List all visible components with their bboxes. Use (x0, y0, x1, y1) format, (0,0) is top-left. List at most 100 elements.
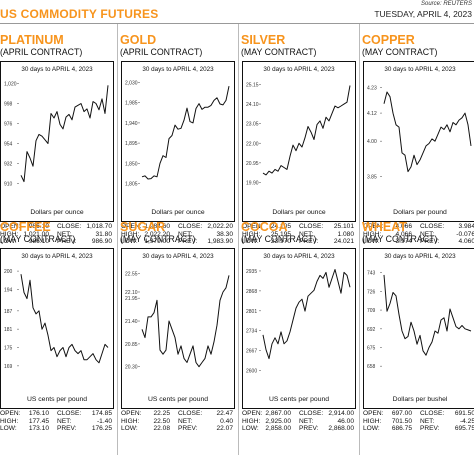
y-unit-label: Dollars per pound (393, 209, 447, 216)
stat-value: 2,858.00 (265, 425, 291, 433)
y-tick-label: 998 (4, 101, 13, 107)
stat-label: HIGH: (242, 417, 261, 425)
y-unit-label: Dollars per ounce (30, 209, 83, 216)
stat-label: CLOSE: (57, 410, 82, 417)
stats-row: LOW: 173.10 PREV: 176.25 (0, 425, 112, 433)
stat-value: 697.00 (391, 410, 412, 417)
stat-value: 38.30 (216, 230, 233, 238)
price-line (141, 85, 230, 180)
chart-frame: 30 days to APRIL 4, 2023 169 175 181 187 194 2… (0, 248, 114, 409)
stat-value: 24.021 (333, 238, 354, 246)
stat-value: 695.75 (454, 425, 474, 433)
commodity-name: WHEAT (362, 220, 407, 234)
y-tick-label: 21.95 (125, 296, 138, 302)
y-tick-label: 675 (367, 346, 376, 352)
stat-label: NET: (299, 230, 314, 238)
stats-table: OPEN: 24.105 CLOSE: 25.101 HIGH: 25.195 NET: 1.… (242, 223, 354, 246)
stat-label: OPEN: (242, 223, 263, 230)
stats-table: OPEN: 986.10 CLOSE: 1,018.70 HIGH: 1,021.00 NE… (0, 223, 112, 246)
y-tick-label: 692 (367, 327, 376, 333)
y-tick-label: 22.55 (125, 271, 138, 277)
panel-silver: SILVER (MAY CONTRACT) 30 days to APRIL 4, … (241, 34, 360, 246)
y-tick-label: 200 (4, 269, 13, 275)
stat-value: 173.10 (28, 425, 49, 433)
stat-label: OPEN: (121, 223, 142, 230)
chart-frame: 30 days to APRIL 4, 2023 20.30 20.85 21.40 2… (121, 248, 235, 409)
contract-label: (MAY CONTRACT) (0, 234, 76, 244)
stat-value: 25.195 (270, 230, 291, 238)
chart-title: 30 days to APRIL 4, 2023 (21, 253, 93, 260)
stat-label: OPEN: (0, 223, 21, 230)
price-line (20, 85, 109, 183)
stat-value: 1,983.90 (207, 238, 233, 246)
y-tick-label: 976 (4, 121, 13, 127)
y-tick-label: 4.23 (367, 85, 377, 91)
y-tick-label: 19.90 (246, 180, 259, 186)
y-unit-label: US cents per pound (148, 396, 208, 403)
y-tick-label: 20.85 (125, 342, 138, 348)
stats-row: OPEN: 2,867.00 CLOSE: 2,914.00 (242, 410, 354, 418)
stats-row: HIGH: 25.195 NET: 1.080 (242, 231, 354, 239)
stat-value: 2,022.20 (144, 230, 170, 238)
commodity-name: PLATINUM (0, 33, 64, 47)
stat-value: 986.10 (28, 238, 49, 246)
stat-value: 4.066 (395, 230, 412, 238)
stat-label: HIGH: (363, 230, 382, 238)
stat-label: CLOSE: (57, 223, 82, 230)
y-unit-label: US cents per pound (269, 396, 329, 403)
stat-value: 986.90 (91, 238, 112, 246)
chart-title: 30 days to APRIL 4, 2023 (384, 253, 456, 260)
chart-copper: 30 days to APRIL 4, 2023 3.85 4.00 4.12 4.23… (367, 66, 472, 216)
stat-value: 24.105 (270, 223, 291, 230)
stat-label: NET: (420, 230, 435, 238)
stat-value: 2,868.00 (328, 425, 354, 433)
y-unit-label: Dollars per ounce (151, 209, 204, 216)
stats-row: HIGH: 22.50 NET: 0.40 (121, 418, 233, 426)
stat-label: CLOSE: (299, 223, 324, 230)
stat-label: PREV: (420, 425, 440, 433)
chart-gold: 30 days to APRIL 4, 2023 1,805 1,850 1,895 1… (125, 66, 230, 216)
contract-label: (MAY CONTRACT) (362, 234, 438, 244)
stat-label: PREV: (57, 238, 77, 246)
stat-value: 176.10 (28, 410, 49, 417)
stats-row: HIGH: 4.066 NET: -0.076 (363, 231, 474, 239)
y-tick-label: 22.10 (125, 290, 138, 296)
source-credit: Source: REUTERS (420, 1, 472, 7)
stat-label: PREV: (178, 238, 198, 246)
stats-row: LOW: 986.10 PREV: 986.90 (0, 238, 112, 246)
column-divider (117, 24, 118, 455)
y-tick-label: 194 (4, 287, 13, 293)
stat-value: -0.076 (456, 230, 474, 238)
y-tick-label: 187 (4, 309, 13, 315)
y-tick-label: 3.85 (367, 174, 377, 180)
panel-coffee: COFFEE (MAY CONTRACT) 30 days to APRIL 4, … (0, 221, 119, 433)
chart-frame: 30 days to APRIL 4, 2023 658 675 692 709 726 7… (363, 248, 474, 409)
stat-label: HIGH: (121, 417, 140, 425)
y-tick-label: 175 (4, 346, 13, 352)
panel-sugar: SUGAR (MAY CONTRACT) 30 days to APRIL 4, 2… (120, 221, 239, 433)
stat-label: CLOSE: (420, 410, 445, 417)
stat-label: LOW: (121, 425, 138, 433)
stats-row: LOW: 1,979.00 PREV: 1,983.90 (121, 238, 233, 246)
chart-title: 30 days to APRIL 4, 2023 (263, 66, 335, 73)
stat-value: -1.40 (96, 417, 112, 425)
y-tick-label: 2801 (246, 309, 257, 315)
stats-row: LOW: 3.974 PREV: 4.060 (363, 238, 474, 246)
panel-cocoa: COCOA (MAY CONTRACT) 30 days to APRIL 4, 2… (241, 221, 360, 433)
stat-value: 177.45 (28, 417, 49, 425)
y-tick-label: 181 (4, 327, 13, 333)
stat-value: 22.25 (153, 410, 170, 417)
stat-value: 1,021.00 (23, 230, 49, 238)
price-line (262, 85, 351, 176)
stat-label: OPEN: (0, 410, 21, 417)
stat-value: 3.984 (458, 223, 474, 230)
y-tick-label: 23.05 (246, 122, 259, 128)
y-tick-label: 2,030 (125, 80, 138, 86)
chart-title: 30 days to APRIL 4, 2023 (142, 253, 214, 260)
y-tick-label: 954 (4, 141, 13, 147)
chart-frame: 30 days to APRIL 4, 2023 3.85 4.00 4.12 4.23… (363, 61, 474, 222)
y-tick-label: 2734 (246, 329, 257, 335)
y-tick-label: 4.00 (367, 139, 377, 145)
contract-label: (MAY CONTRACT) (241, 234, 317, 244)
stat-value: 22.08 (153, 425, 170, 433)
